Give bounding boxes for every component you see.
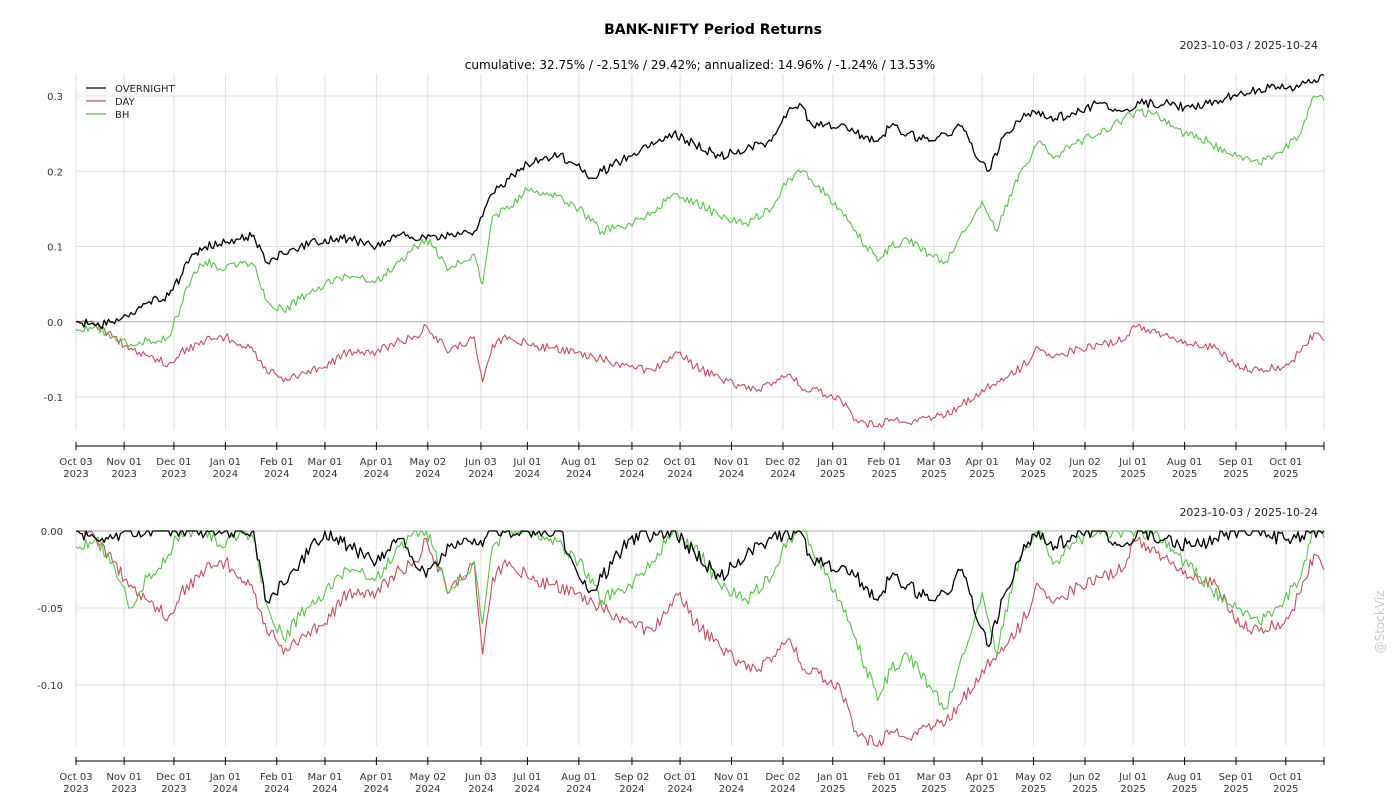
series-line-day <box>75 320 1325 429</box>
x-tick-label: Jan 01 2025 <box>816 772 848 795</box>
y-tick-label: -0.05 <box>37 604 63 615</box>
x-tick-label: May 02 2025 <box>1015 772 1052 795</box>
x-tick-label: Nov 01 2024 <box>714 457 749 480</box>
legend: OVERNIGHT DAY BH <box>86 84 176 121</box>
returns-plot-panel: -0.1 0.0 0.1 0.2 0.3 Oct 03 2023 Nov 01 2023 Dec … <box>43 73 1325 480</box>
x-tick-label: Jun 03 2024 <box>464 457 497 480</box>
x-tick-label: Apr 01 2025 <box>966 457 999 480</box>
chart-title: BANK-NIFTY Period Returns <box>604 22 822 38</box>
x-tick-label: Apr 01 2025 <box>966 772 999 795</box>
series-line-overnight <box>75 530 1325 648</box>
watermark: @StockViz <box>1373 591 1387 654</box>
x-tick-label: Nov 01 2023 <box>106 457 141 480</box>
x-tick-label: Jan 01 2024 <box>209 457 241 480</box>
y-tick-label: -0.10 <box>37 681 63 692</box>
series-line-overnight <box>75 73 1325 330</box>
x-tick-label: May 02 2024 <box>410 457 447 480</box>
series-line-bh <box>75 530 1325 711</box>
x-tick-label: Nov 01 2023 <box>106 772 141 795</box>
x-tick-label: Jun 03 2024 <box>464 772 497 795</box>
x-tick-label: Sep 02 2024 <box>615 772 650 795</box>
x-tick-label: Jan 01 2025 <box>816 457 848 480</box>
x-tick-label: Apr 01 2024 <box>360 772 393 795</box>
x-tick-label: Oct 01 2024 <box>663 457 696 480</box>
x-tick-label: Feb 01 2024 <box>260 457 294 480</box>
top-date-range: 2023-10-03 / 2025-10-24 <box>1179 39 1318 52</box>
x-tick-label: Mar 01 2024 <box>308 457 343 480</box>
series-line-day <box>76 530 1325 748</box>
x-tick-label: Feb 01 2024 <box>260 772 294 795</box>
legend-label-day: DAY <box>115 97 136 108</box>
x-tick-label: Sep 01 2025 <box>1219 457 1254 480</box>
chart-subtitle: cumulative: 32.75% / -2.51% / 29.42%; an… <box>465 58 935 72</box>
x-tick-label: Jan 01 2024 <box>209 772 241 795</box>
y-tick-label: 0.2 <box>47 167 63 178</box>
x-tick-label: Feb 01 2025 <box>867 457 901 480</box>
x-tick-label: Oct 01 2025 <box>1269 457 1302 480</box>
x-tick-label: Jul 01 2024 <box>512 772 541 795</box>
y-tick-label: 0.0 <box>47 318 63 329</box>
x-tick-label: May 02 2024 <box>410 772 447 795</box>
x-tick-label: Jul 01 2024 <box>512 457 541 480</box>
x-tick-label: Sep 02 2024 <box>615 457 650 480</box>
y-tick-label: 0.00 <box>41 527 63 538</box>
x-tick-label: Jul 01 2025 <box>1118 772 1147 795</box>
x-tick-label: Oct 03 2023 <box>59 772 92 795</box>
x-tick-label: Dec 02 2024 <box>765 457 800 480</box>
legend-label-overnight: OVERNIGHT <box>115 84 176 95</box>
x-tick-label: Oct 01 2025 <box>1269 772 1302 795</box>
x-tick-label: Dec 01 2023 <box>156 772 191 795</box>
x-tick-label: Dec 01 2023 <box>156 457 191 480</box>
x-tick-label: Mar 03 2025 <box>917 772 952 795</box>
y-tick-label: 0.1 <box>47 243 63 254</box>
x-tick-label: Dec 02 2024 <box>765 772 800 795</box>
x-tick-label: Aug 01 2024 <box>561 772 596 795</box>
x-tick-label: Jun 02 2025 <box>1068 772 1101 795</box>
x-tick-label: Mar 03 2025 <box>917 457 952 480</box>
x-tick-label: May 02 2025 <box>1015 457 1052 480</box>
y-tick-label: -0.1 <box>43 393 63 404</box>
bottom-date-range: 2023-10-03 / 2025-10-24 <box>1179 506 1318 519</box>
x-tick-label: Apr 01 2024 <box>360 457 393 480</box>
y-tick-label: 0.3 <box>47 92 63 103</box>
series-line-bh <box>75 94 1325 348</box>
x-tick-label: Jul 01 2025 <box>1118 457 1147 480</box>
x-tick-label: Aug 01 2024 <box>561 457 596 480</box>
x-tick-label: Aug 01 2025 <box>1167 457 1202 480</box>
drawdown-plot-panel: -0.10 -0.05 0.00 Oct 03 2023 Nov 01 2023 Dec 01… <box>37 527 1325 795</box>
x-tick-label: Mar 01 2024 <box>308 772 343 795</box>
x-tick-label: Jun 02 2025 <box>1068 457 1101 480</box>
x-tick-label: Aug 01 2025 <box>1167 772 1202 795</box>
legend-label-bh: BH <box>115 110 129 121</box>
x-tick-label: Oct 01 2024 <box>663 772 696 795</box>
x-tick-label: Sep 01 2025 <box>1219 772 1254 795</box>
x-tick-label: Feb 01 2025 <box>867 772 901 795</box>
x-tick-label: Nov 01 2024 <box>714 772 749 795</box>
x-tick-label: Oct 03 2023 <box>59 457 92 480</box>
